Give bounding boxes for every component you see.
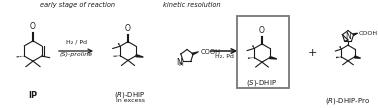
Text: H: H bbox=[178, 62, 183, 67]
Text: in excess: in excess bbox=[116, 98, 144, 103]
Text: H₂ / Pd: H₂ / Pd bbox=[65, 40, 87, 45]
Polygon shape bbox=[136, 55, 143, 57]
Polygon shape bbox=[353, 33, 357, 35]
Text: $(R)$-DHIP-Pro: $(R)$-DHIP-Pro bbox=[325, 96, 371, 106]
Polygon shape bbox=[192, 52, 197, 55]
Text: H₂, Pd: H₂, Pd bbox=[215, 54, 234, 59]
Text: $(S)$-DHIP: $(S)$-DHIP bbox=[246, 78, 277, 88]
Text: N: N bbox=[345, 32, 351, 41]
Text: COOH: COOH bbox=[359, 31, 378, 36]
Text: (S)-proline: (S)-proline bbox=[59, 52, 93, 57]
Text: N: N bbox=[177, 58, 183, 67]
Text: kinetic resolution: kinetic resolution bbox=[163, 2, 221, 8]
Text: IP: IP bbox=[28, 91, 37, 99]
Text: O: O bbox=[125, 24, 130, 33]
Bar bbox=[237, 16, 289, 88]
Polygon shape bbox=[355, 56, 361, 58]
Text: +: + bbox=[307, 48, 317, 58]
Polygon shape bbox=[270, 57, 277, 59]
Text: COOH: COOH bbox=[200, 49, 220, 55]
Text: O: O bbox=[30, 22, 36, 31]
Text: $(R)$-DHIP: $(R)$-DHIP bbox=[114, 90, 146, 100]
Text: early stage of reaction: early stage of reaction bbox=[40, 2, 116, 8]
Text: O: O bbox=[259, 26, 265, 35]
